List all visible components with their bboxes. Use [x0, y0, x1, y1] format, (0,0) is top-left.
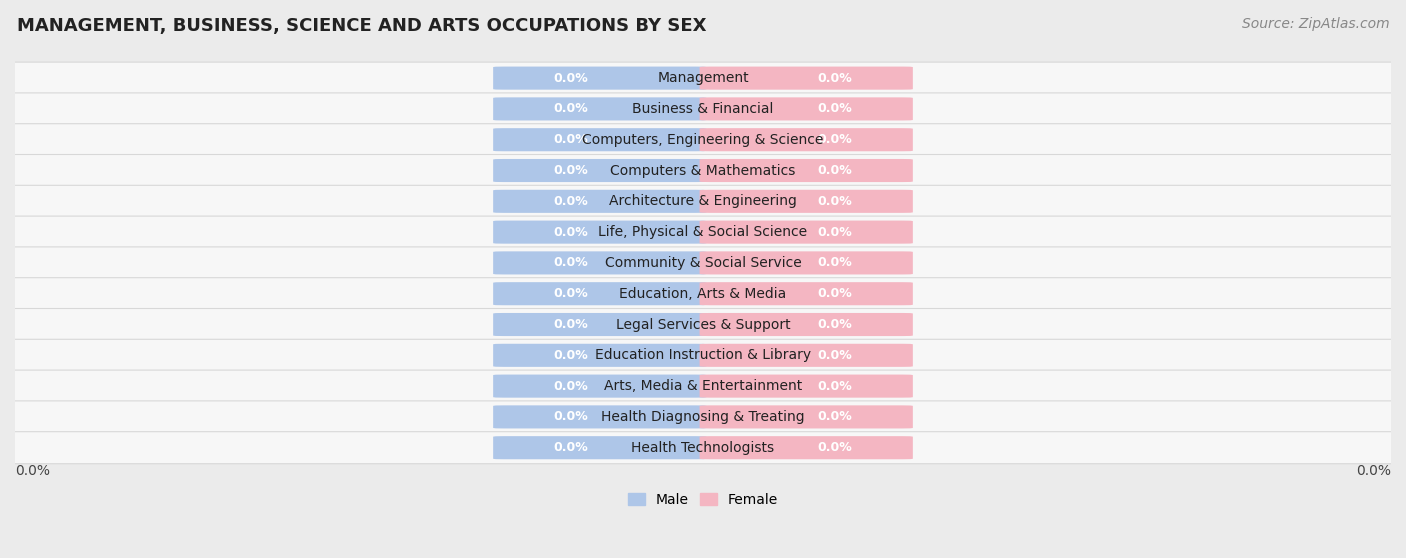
- Text: 0.0%: 0.0%: [554, 379, 588, 393]
- FancyBboxPatch shape: [494, 220, 706, 244]
- Text: 0.0%: 0.0%: [554, 349, 588, 362]
- Legend: Male, Female: Male, Female: [623, 487, 783, 512]
- FancyBboxPatch shape: [700, 220, 912, 244]
- FancyBboxPatch shape: [494, 128, 706, 151]
- Text: 0.0%: 0.0%: [554, 164, 588, 177]
- Text: Computers & Mathematics: Computers & Mathematics: [610, 163, 796, 177]
- Text: 0.0%: 0.0%: [554, 411, 588, 424]
- FancyBboxPatch shape: [1, 370, 1405, 402]
- Text: 0.0%: 0.0%: [818, 195, 852, 208]
- FancyBboxPatch shape: [494, 344, 706, 367]
- FancyBboxPatch shape: [1, 185, 1405, 217]
- Text: 0.0%: 0.0%: [554, 287, 588, 300]
- FancyBboxPatch shape: [494, 374, 706, 398]
- Text: 0.0%: 0.0%: [818, 287, 852, 300]
- FancyBboxPatch shape: [1, 124, 1405, 156]
- Text: Education Instruction & Library: Education Instruction & Library: [595, 348, 811, 362]
- Text: 0.0%: 0.0%: [1355, 464, 1391, 478]
- Text: 0.0%: 0.0%: [818, 411, 852, 424]
- Text: 0.0%: 0.0%: [818, 318, 852, 331]
- Text: 0.0%: 0.0%: [554, 318, 588, 331]
- Text: 0.0%: 0.0%: [554, 71, 588, 85]
- FancyBboxPatch shape: [1, 93, 1405, 125]
- Text: Arts, Media & Entertainment: Arts, Media & Entertainment: [603, 379, 803, 393]
- FancyBboxPatch shape: [1, 62, 1405, 94]
- FancyBboxPatch shape: [494, 251, 706, 275]
- Text: 0.0%: 0.0%: [818, 225, 852, 239]
- FancyBboxPatch shape: [700, 128, 912, 151]
- Text: 0.0%: 0.0%: [818, 349, 852, 362]
- FancyBboxPatch shape: [700, 282, 912, 305]
- FancyBboxPatch shape: [494, 159, 706, 182]
- Text: 0.0%: 0.0%: [818, 379, 852, 393]
- Text: 0.0%: 0.0%: [15, 464, 51, 478]
- FancyBboxPatch shape: [1, 339, 1405, 371]
- FancyBboxPatch shape: [700, 190, 912, 213]
- Text: Architecture & Engineering: Architecture & Engineering: [609, 194, 797, 208]
- Text: Health Technologists: Health Technologists: [631, 441, 775, 455]
- FancyBboxPatch shape: [1, 278, 1405, 310]
- FancyBboxPatch shape: [700, 344, 912, 367]
- Text: Health Diagnosing & Treating: Health Diagnosing & Treating: [602, 410, 804, 424]
- FancyBboxPatch shape: [700, 436, 912, 459]
- FancyBboxPatch shape: [494, 97, 706, 121]
- FancyBboxPatch shape: [494, 190, 706, 213]
- FancyBboxPatch shape: [1, 401, 1405, 433]
- Text: 0.0%: 0.0%: [554, 225, 588, 239]
- Text: MANAGEMENT, BUSINESS, SCIENCE AND ARTS OCCUPATIONS BY SEX: MANAGEMENT, BUSINESS, SCIENCE AND ARTS O…: [17, 17, 706, 35]
- Text: 0.0%: 0.0%: [554, 133, 588, 146]
- FancyBboxPatch shape: [494, 282, 706, 305]
- Text: Life, Physical & Social Science: Life, Physical & Social Science: [599, 225, 807, 239]
- FancyBboxPatch shape: [700, 159, 912, 182]
- Text: Business & Financial: Business & Financial: [633, 102, 773, 116]
- FancyBboxPatch shape: [494, 66, 706, 90]
- FancyBboxPatch shape: [1, 247, 1405, 279]
- FancyBboxPatch shape: [700, 313, 912, 336]
- FancyBboxPatch shape: [700, 405, 912, 429]
- FancyBboxPatch shape: [1, 309, 1405, 340]
- Text: 0.0%: 0.0%: [818, 441, 852, 454]
- Text: 0.0%: 0.0%: [818, 103, 852, 116]
- Text: Source: ZipAtlas.com: Source: ZipAtlas.com: [1241, 17, 1389, 31]
- Text: 0.0%: 0.0%: [554, 103, 588, 116]
- FancyBboxPatch shape: [1, 432, 1405, 464]
- Text: Computers, Engineering & Science: Computers, Engineering & Science: [582, 133, 824, 147]
- Text: Management: Management: [657, 71, 749, 85]
- FancyBboxPatch shape: [494, 405, 706, 429]
- FancyBboxPatch shape: [700, 251, 912, 275]
- Text: Education, Arts & Media: Education, Arts & Media: [620, 287, 786, 301]
- Text: 0.0%: 0.0%: [554, 195, 588, 208]
- Text: Community & Social Service: Community & Social Service: [605, 256, 801, 270]
- Text: 0.0%: 0.0%: [818, 164, 852, 177]
- Text: 0.0%: 0.0%: [818, 133, 852, 146]
- FancyBboxPatch shape: [494, 313, 706, 336]
- FancyBboxPatch shape: [494, 436, 706, 459]
- Text: 0.0%: 0.0%: [554, 257, 588, 270]
- FancyBboxPatch shape: [1, 216, 1405, 248]
- FancyBboxPatch shape: [1, 155, 1405, 186]
- Text: Legal Services & Support: Legal Services & Support: [616, 318, 790, 331]
- FancyBboxPatch shape: [700, 97, 912, 121]
- Text: 0.0%: 0.0%: [818, 71, 852, 85]
- FancyBboxPatch shape: [700, 66, 912, 90]
- FancyBboxPatch shape: [700, 374, 912, 398]
- Text: 0.0%: 0.0%: [554, 441, 588, 454]
- Text: 0.0%: 0.0%: [818, 257, 852, 270]
